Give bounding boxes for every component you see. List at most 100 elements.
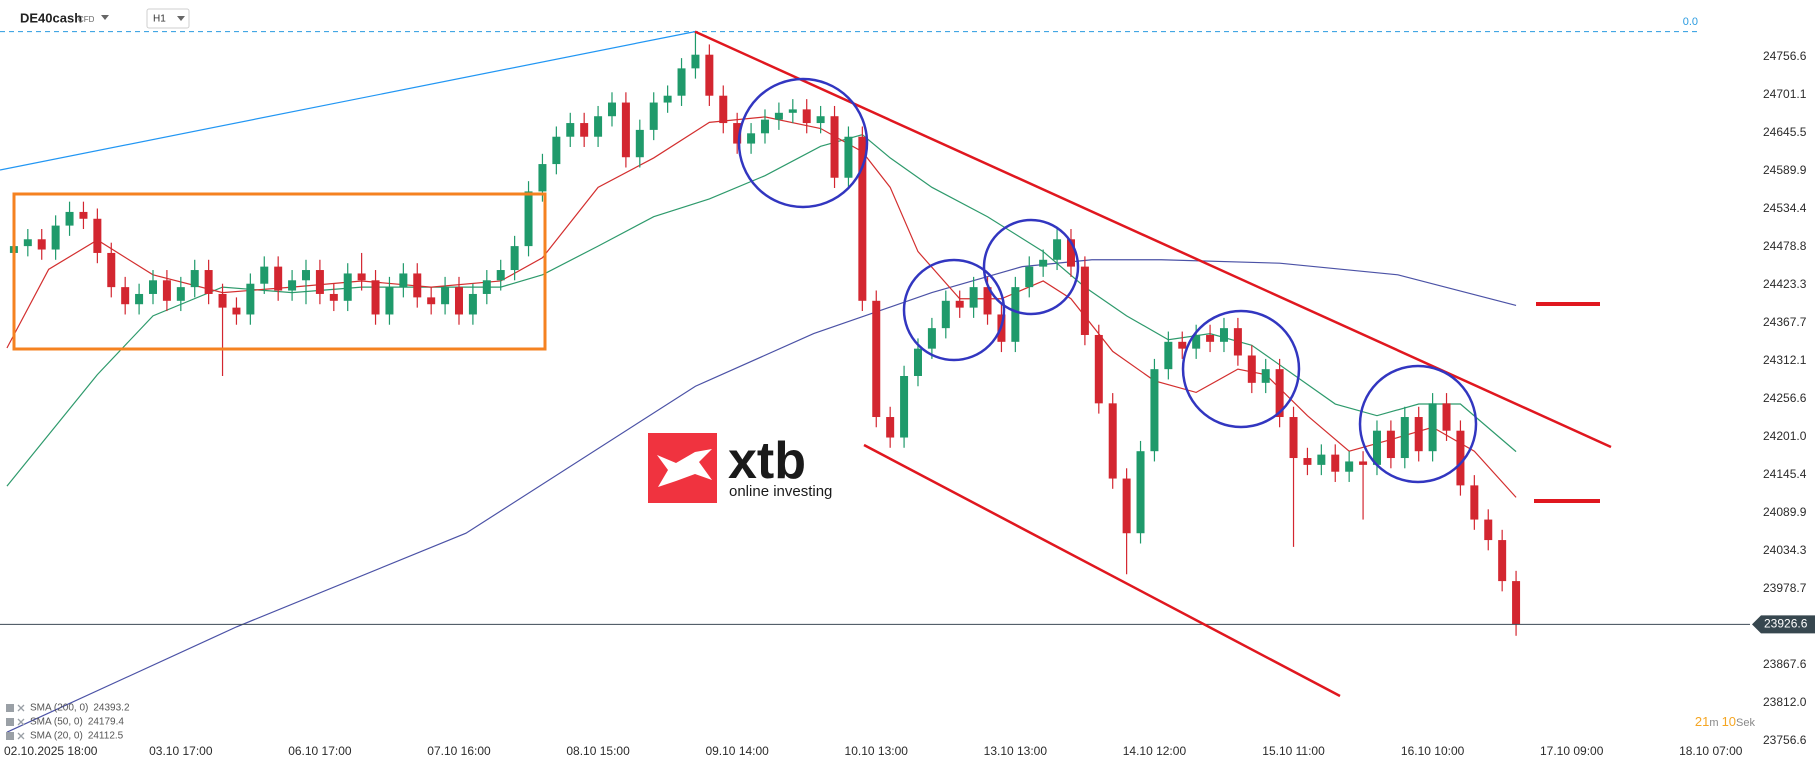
- candle-body: [454, 287, 463, 315]
- legend-name: SMA (20, 0): [30, 731, 83, 742]
- legend-value: 24393.2: [93, 703, 130, 714]
- y-tick-label: 23756.6: [1763, 733, 1807, 747]
- x-tick-label: 10.10 13:00: [845, 744, 909, 758]
- candle-body: [274, 266, 283, 291]
- candle-body: [552, 136, 561, 165]
- candle-body: [468, 293, 477, 315]
- candle-body: [1289, 417, 1298, 459]
- highlight-circle: [737, 77, 869, 209]
- candle-body: [1164, 341, 1173, 370]
- bar-timer: 21m 10Sek: [1695, 714, 1756, 729]
- x-tick-label: 09.10 14:00: [705, 744, 769, 758]
- candle-body: [774, 112, 783, 120]
- candle-body: [1345, 461, 1354, 472]
- candle-body: [1317, 454, 1326, 465]
- candle-body: [371, 280, 380, 315]
- candle-body: [913, 348, 922, 376]
- channel-bottom: [863, 443, 1341, 698]
- candle-body: [1372, 430, 1381, 465]
- candle-body: [427, 297, 436, 305]
- legend: SMA (200, 0) 24393.2 SMA (50, 0) 24179.4 SMA…: [6, 703, 130, 742]
- candle-body: [260, 266, 269, 284]
- candle-body: [1108, 403, 1117, 479]
- candle-body: [594, 116, 603, 137]
- candle-body: [343, 273, 352, 301]
- candle-body: [204, 270, 213, 294]
- legend-close: [17, 704, 25, 712]
- y-tick-label: 24312.1: [1763, 353, 1807, 367]
- y-tick-label: 24478.8: [1763, 239, 1807, 253]
- symbol-dropdown[interactable]: [101, 15, 109, 20]
- candle-body: [621, 102, 630, 158]
- candle-body: [232, 307, 241, 315]
- level-label: 0.0: [1683, 16, 1698, 28]
- y-tick-label: 24145.4: [1763, 467, 1807, 481]
- candle-body: [121, 287, 130, 305]
- axes: 24756.6 24701.1 24645.5 24589.9 24534.4 24478…: [4, 49, 1815, 758]
- candle-body: [148, 280, 157, 294]
- x-tick-label: 13.10 13:00: [984, 744, 1048, 758]
- x-tick-label: 14.10 12:00: [1123, 744, 1187, 758]
- y-tick-label: 24367.7: [1763, 315, 1807, 329]
- x-tick-label: 06.10 17:00: [288, 744, 352, 758]
- legend-icon: [6, 704, 14, 712]
- timeframe-box[interactable]: [146, 8, 190, 29]
- candle-body: [1178, 341, 1187, 349]
- candle-body: [1136, 451, 1145, 534]
- y-tick-label: 24645.5: [1763, 125, 1807, 139]
- candle-body: [301, 270, 310, 281]
- y-tick-label: 23867.6: [1763, 657, 1807, 671]
- candle-body: [649, 102, 658, 130]
- candle-body: [1219, 328, 1228, 342]
- timeframe[interactable]: H1: [153, 14, 166, 25]
- candle-body: [844, 136, 853, 178]
- legend-value: 24112.5: [88, 731, 124, 742]
- candle-body: [1122, 478, 1131, 534]
- candle-body: [566, 123, 575, 137]
- candle-body: [1233, 328, 1242, 356]
- candle-body: [830, 116, 839, 178]
- candle-body: [677, 68, 686, 96]
- legend-icon: [6, 718, 14, 726]
- y-tick-label: 24423.3: [1763, 277, 1807, 291]
- sma-line: [6, 116, 1517, 498]
- sma-line: [6, 259, 1517, 733]
- candle-body: [496, 270, 505, 281]
- candle-body: [1428, 403, 1437, 452]
- channel-top: [694, 30, 1612, 449]
- candle-body: [858, 136, 867, 301]
- range-box: [12, 192, 547, 351]
- x-tick-label: 15.10 11:00: [1262, 744, 1325, 758]
- logo-text: xtb: [728, 432, 806, 490]
- timeframe-dropdown[interactable]: [177, 16, 185, 21]
- candle-body: [955, 300, 964, 308]
- candle-body: [1025, 266, 1034, 288]
- logo-tagline: online investing: [729, 483, 832, 500]
- candle-body: [1414, 417, 1423, 452]
- y-tick-label: 24256.6: [1763, 391, 1807, 405]
- candle-body: [983, 287, 992, 315]
- candle-body: [1456, 430, 1465, 486]
- candle-body: [288, 280, 297, 291]
- x-tick-label: 07.10 16:00: [427, 744, 491, 758]
- legend-close: [17, 718, 25, 726]
- highlight-circle: [902, 258, 1006, 362]
- highlight-circle: [1181, 309, 1301, 429]
- candle-body: [510, 246, 519, 271]
- logo-mark: [657, 449, 712, 487]
- candle-body: [941, 300, 950, 329]
- candle-body: [1484, 519, 1493, 541]
- candle-body: [1080, 266, 1089, 335]
- price-label-box: [1752, 615, 1815, 634]
- candle-body: [23, 239, 32, 247]
- symbol[interactable]: DE40cash: [20, 10, 82, 25]
- candle-body: [93, 218, 102, 253]
- candle-body: [329, 293, 338, 301]
- candle-body: [760, 119, 769, 134]
- candle-body: [663, 95, 672, 103]
- candle-body: [399, 273, 408, 288]
- candle-body: [872, 300, 881, 418]
- candle-body: [1386, 430, 1395, 459]
- candle-body: [79, 211, 88, 219]
